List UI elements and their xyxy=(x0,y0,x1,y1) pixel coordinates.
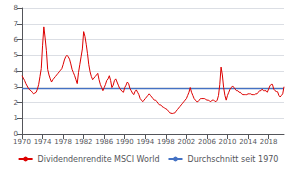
svg-text:0: 0 xyxy=(13,130,18,138)
svg-text:1: 1 xyxy=(14,114,18,122)
svg-text:2014: 2014 xyxy=(239,138,257,146)
svg-text:5: 5 xyxy=(14,51,18,59)
svg-text:6: 6 xyxy=(14,36,19,44)
svg-text:Durchschnitt seit 1970: Durchschnitt seit 1970 xyxy=(187,155,278,164)
svg-text:Dividendenrendite MSCI World: Dividendenrendite MSCI World xyxy=(38,155,160,164)
svg-text:1982: 1982 xyxy=(75,138,93,146)
svg-text:1998: 1998 xyxy=(157,138,175,146)
svg-text:2018: 2018 xyxy=(260,138,278,146)
svg-text:2: 2 xyxy=(14,99,18,107)
svg-text:1986: 1986 xyxy=(95,138,113,146)
svg-text:2010: 2010 xyxy=(219,138,237,146)
svg-text:1978: 1978 xyxy=(54,138,72,146)
svg-text:2002: 2002 xyxy=(177,138,195,146)
svg-text:1974: 1974 xyxy=(34,138,52,146)
svg-text:1994: 1994 xyxy=(136,138,154,146)
svg-text:7: 7 xyxy=(14,20,18,28)
svg-text:3: 3 xyxy=(14,83,18,91)
svg-text:1990: 1990 xyxy=(116,138,134,146)
svg-text:1970: 1970 xyxy=(13,138,31,146)
svg-text:4: 4 xyxy=(14,67,19,75)
svg-text:8: 8 xyxy=(14,4,18,12)
svg-text:2006: 2006 xyxy=(198,138,216,146)
